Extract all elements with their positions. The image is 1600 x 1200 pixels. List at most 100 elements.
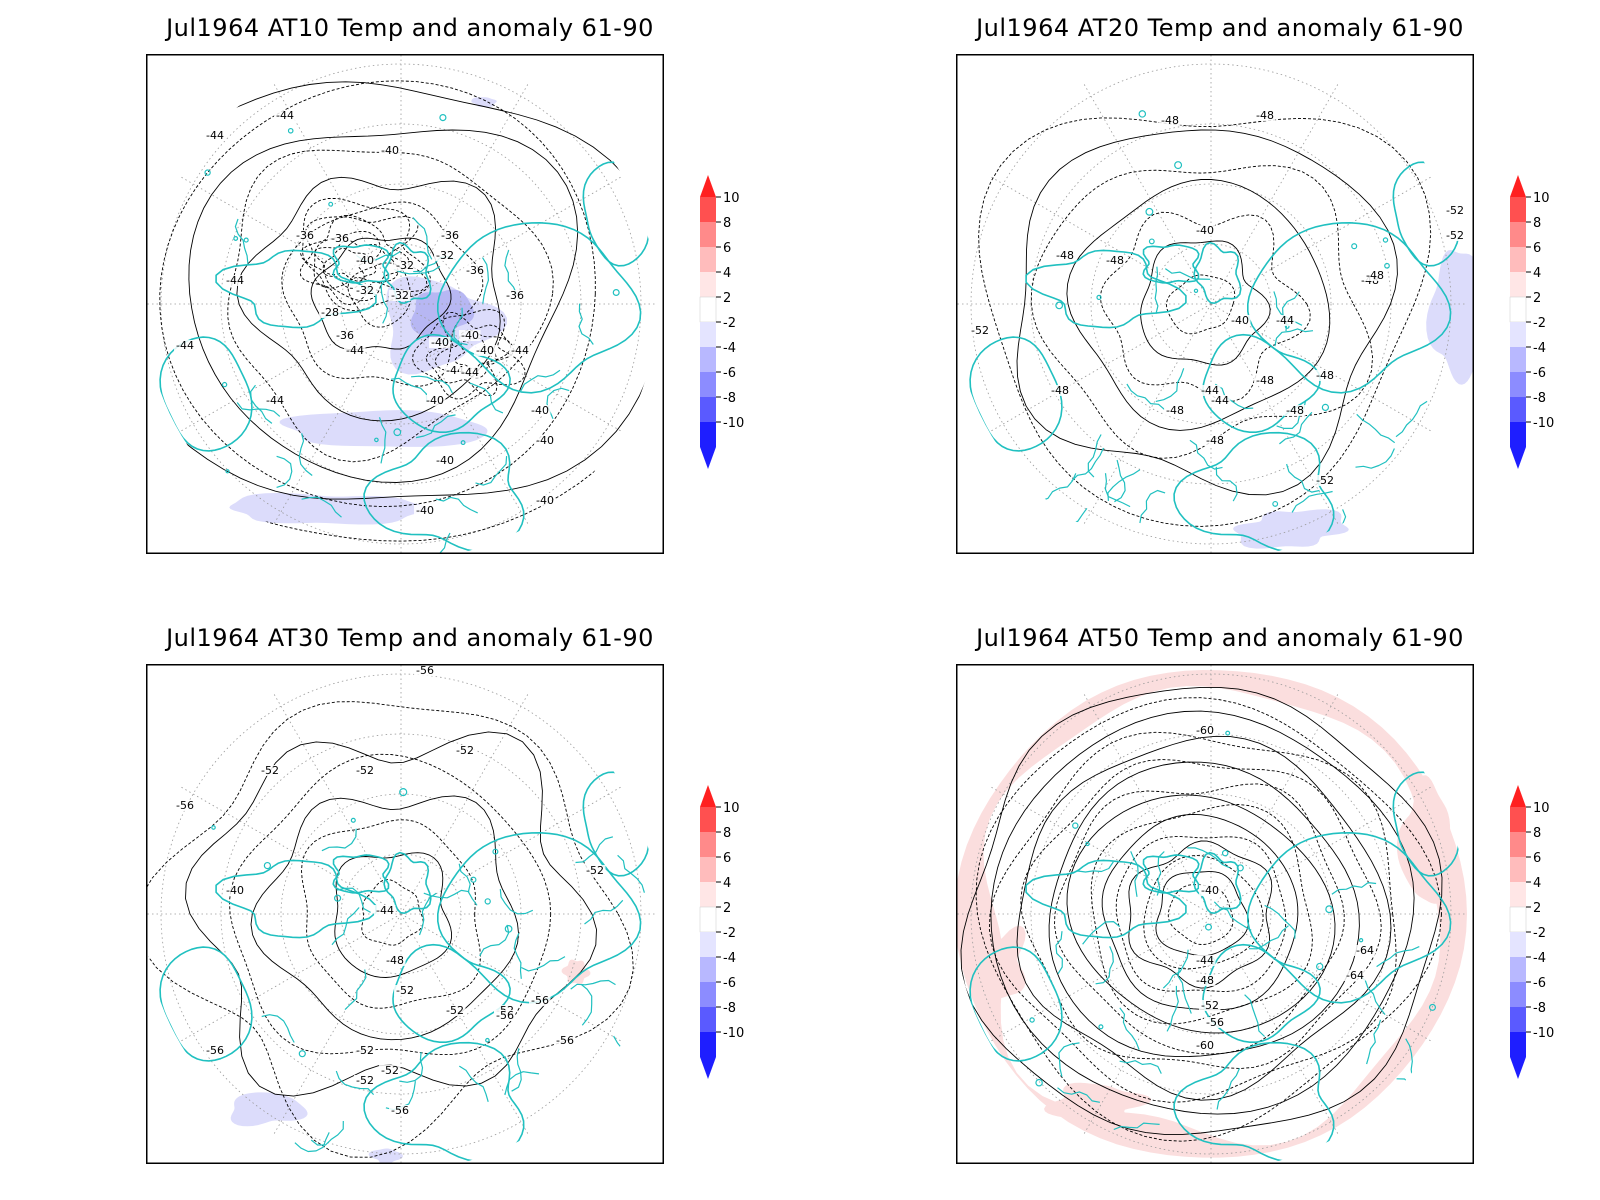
- contour-label: -56: [1206, 1016, 1224, 1029]
- country-border: [1114, 459, 1126, 503]
- contour-line: [412, 309, 526, 400]
- contour-label: -44: [206, 129, 224, 142]
- contour-label: -44: [1276, 314, 1294, 327]
- contour-line: [978, 117, 1432, 527]
- contour-label-bg: [1314, 475, 1336, 486]
- island: [485, 1037, 490, 1043]
- contour-label: -56: [531, 994, 549, 1007]
- country-border: [1177, 968, 1192, 1014]
- island: [1384, 262, 1390, 269]
- colorbar-segment: [1510, 857, 1526, 882]
- contour-line: [1066, 794, 1336, 1034]
- colorbar-tick-label: -10: [723, 1026, 744, 1041]
- colorbar-segment: [700, 322, 716, 347]
- contour-line: [228, 753, 552, 1056]
- contour-label-bg: [1204, 435, 1226, 446]
- contour-label-bg: [389, 1105, 411, 1116]
- contour-label: -36: [296, 229, 314, 242]
- colorbar-arrow-bottom: [1510, 447, 1526, 469]
- country-border: [336, 887, 371, 913]
- contour-label-bg: [329, 233, 351, 244]
- contour-label-bg: [439, 230, 461, 241]
- colorbar-segment: [700, 832, 716, 857]
- colorbar-tick-label: 2: [723, 901, 731, 916]
- country-border: [1040, 473, 1077, 502]
- contour-label: -52: [356, 1044, 374, 1057]
- country-border: [458, 1065, 489, 1102]
- colorbar-tick-label: 10: [723, 191, 740, 206]
- panel-at30: Jul1964 AT30 Temp and anomaly 61-90 -56 -…: [0, 610, 780, 1200]
- contour-label-bg: [1254, 375, 1276, 386]
- contour-line: [227, 149, 554, 463]
- country-border: [504, 250, 518, 295]
- meridian-line: [976, 913, 1212, 1050]
- coastline-canada: [332, 854, 390, 894]
- island: [374, 437, 379, 443]
- contour-line: [1054, 783, 1345, 1055]
- meridian-line: [400, 303, 636, 440]
- country-border: [1355, 448, 1395, 469]
- colorbar-tick-label: -4: [1533, 341, 1546, 356]
- coastline-greenland: [1193, 851, 1242, 914]
- country-border: [1069, 861, 1114, 875]
- contour-label: -52: [356, 1074, 374, 1087]
- colorbar-segment: [1510, 347, 1526, 372]
- anomaly-patch: [471, 97, 497, 107]
- contour-line: [1128, 840, 1273, 989]
- colorbar-segment: [700, 347, 716, 372]
- contour-label-bg: [274, 110, 296, 121]
- island: [1316, 962, 1324, 971]
- island: [1205, 923, 1212, 931]
- island: [1321, 403, 1330, 412]
- contour-label-bg: [464, 265, 486, 276]
- colorbar-tick-label: -4: [723, 951, 736, 966]
- coastline-eurasia: [1247, 832, 1452, 1004]
- contour-label-bg: [1229, 315, 1251, 326]
- country-border: [1087, 434, 1102, 478]
- contour-labels: -60 -40 -44 -48 -52 -56 -60 -64 -64: [1194, 724, 1376, 1052]
- country-border: [580, 983, 593, 1026]
- contour-label: -40: [536, 434, 554, 447]
- contour-label: -40: [416, 504, 434, 517]
- contour-label: -44: [461, 366, 479, 379]
- colorbar-tick-label: 2: [1533, 901, 1541, 916]
- colorbar-tick-label: 8: [723, 826, 731, 841]
- coastline-north-america: [215, 859, 377, 939]
- contour-label: -52: [446, 1004, 464, 1017]
- contour-label: -48: [386, 954, 404, 967]
- coastline-eurasia: [437, 832, 642, 1004]
- country-border: [418, 892, 437, 936]
- contour-line: [1090, 804, 1313, 1025]
- contour-line: [334, 852, 452, 978]
- contour-label: -48: [1316, 369, 1334, 382]
- coastline-north-america: [215, 249, 377, 329]
- contour-label-bg: [204, 1045, 226, 1056]
- contour-label: -52: [971, 324, 989, 337]
- contour-label-bg: [319, 307, 341, 318]
- contour-label: -44: [376, 904, 394, 917]
- island: [211, 825, 216, 830]
- colorbar-segment: [1510, 372, 1526, 397]
- contour-label: -44: [176, 339, 194, 352]
- country-border: [1155, 368, 1185, 402]
- contour-label: -48: [1256, 109, 1274, 122]
- colorbar-arrow-top: [1510, 785, 1526, 807]
- colorbar-segment: [1510, 397, 1526, 422]
- colorbar-tick-label: -10: [723, 416, 744, 431]
- country-border: [1291, 490, 1333, 513]
- contour-label-bg: [434, 250, 456, 261]
- contour-label-bg: [294, 230, 316, 241]
- coastline-europe: [1202, 943, 1321, 1043]
- map-frame: [956, 54, 1474, 554]
- colorbar-tick-label: -6: [1533, 976, 1546, 991]
- colorbar-tick-label: 10: [1533, 801, 1550, 816]
- contour-label-bg: [534, 495, 556, 506]
- meridian-line: [1075, 913, 1212, 1149]
- contours: [978, 117, 1432, 527]
- country-border: [1154, 266, 1159, 314]
- country-border: [1119, 1007, 1140, 1050]
- country-border: [1331, 882, 1377, 895]
- country-border: [1286, 463, 1320, 493]
- colorbar-segment: [700, 197, 716, 222]
- colorbar-segment: [1510, 832, 1526, 857]
